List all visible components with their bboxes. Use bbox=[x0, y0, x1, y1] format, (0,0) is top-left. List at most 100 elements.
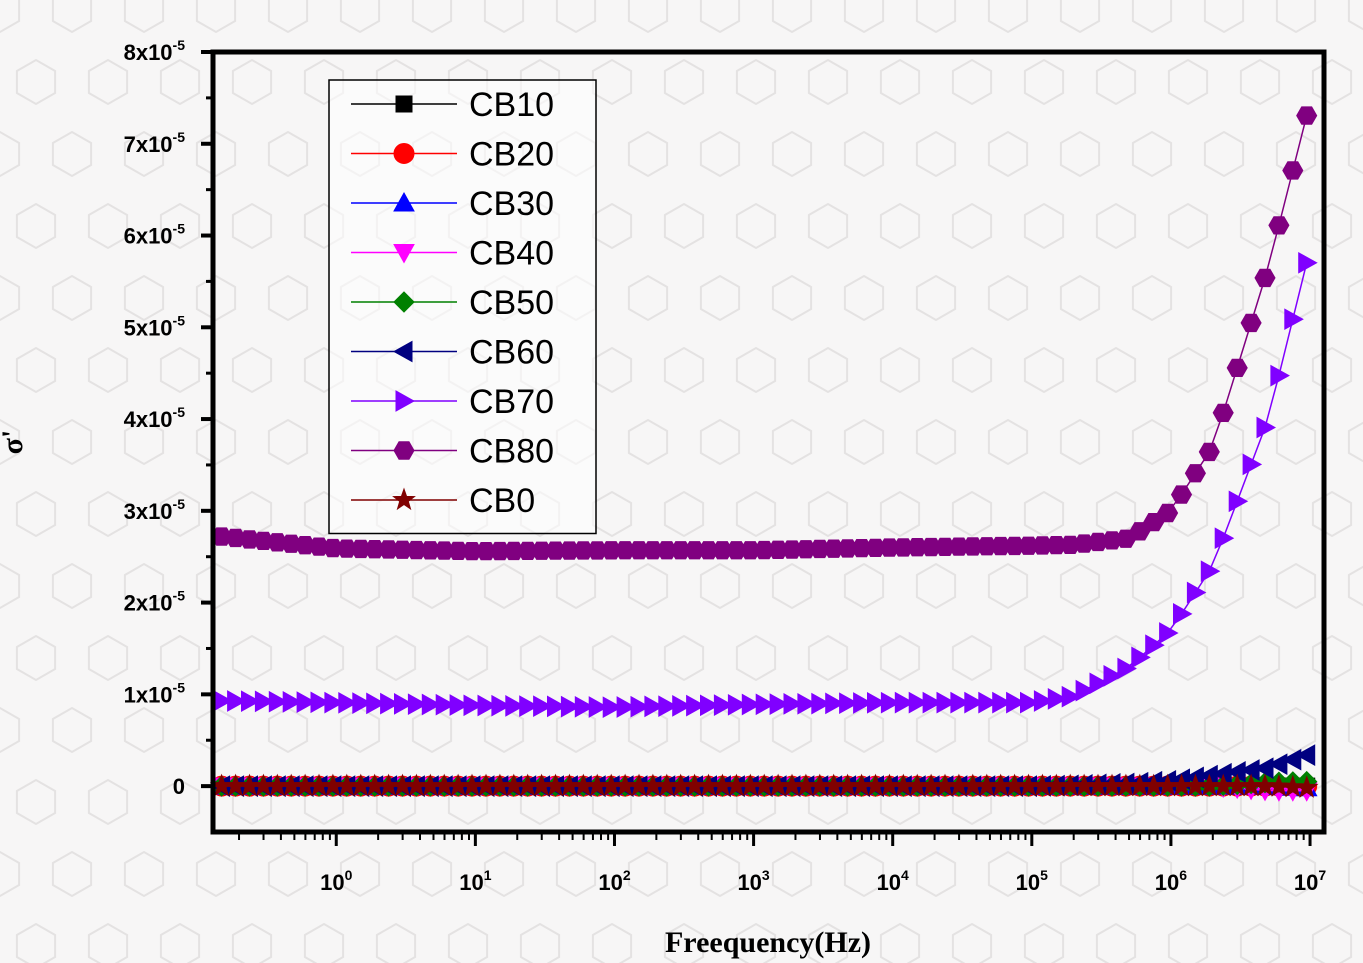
watermark-hex bbox=[1347, 0, 1363, 31]
legend-item-cb80: CB80 bbox=[351, 433, 554, 471]
watermark-hex bbox=[699, 418, 741, 466]
watermark-hex bbox=[1311, 778, 1353, 826]
data-point-cb70 bbox=[1047, 688, 1068, 710]
watermark-hex bbox=[1167, 634, 1209, 682]
watermark-hex bbox=[339, 706, 381, 754]
data-point-cb80 bbox=[600, 541, 622, 560]
watermark-hex bbox=[1095, 58, 1137, 106]
watermark-hex bbox=[267, 418, 309, 466]
data-point-cb70 bbox=[644, 695, 664, 718]
watermark-hex bbox=[87, 922, 129, 963]
watermark-hex bbox=[915, 706, 957, 754]
legend-marker bbox=[393, 291, 415, 313]
watermark-hex bbox=[1023, 346, 1065, 394]
data-point-cb80 bbox=[614, 541, 636, 560]
watermark-hex bbox=[1203, 850, 1245, 898]
watermark-hex bbox=[51, 0, 93, 34]
data-point-cb70 bbox=[1117, 657, 1137, 680]
watermark-hex bbox=[483, 0, 525, 34]
watermark-hex bbox=[1239, 922, 1281, 963]
watermark-hex bbox=[987, 274, 1029, 322]
watermark-hex bbox=[627, 0, 669, 34]
data-point-cb70 bbox=[547, 695, 567, 718]
watermark-hex bbox=[447, 634, 489, 682]
watermark-hex bbox=[195, 562, 237, 610]
x-tick-label: 106 bbox=[1155, 867, 1187, 895]
watermark-hex bbox=[375, 634, 417, 682]
data-point-cb80 bbox=[1045, 536, 1067, 555]
data-point-cb70 bbox=[588, 696, 609, 718]
data-point-cb70 bbox=[1103, 665, 1124, 687]
data-point-cb70 bbox=[700, 694, 720, 717]
data-point-cb70 bbox=[394, 693, 414, 715]
watermark-hex bbox=[879, 346, 921, 394]
watermark-hex bbox=[987, 130, 1029, 178]
legend-marker bbox=[393, 244, 415, 264]
y-tick-label: 7x10-5 bbox=[124, 129, 186, 157]
data-point-cb80 bbox=[1170, 485, 1193, 504]
series-cb80 bbox=[211, 106, 1318, 561]
watermark-hex bbox=[339, 562, 381, 610]
data-point-cb80 bbox=[1296, 106, 1318, 125]
series-cb0 bbox=[209, 773, 1319, 798]
watermark-hex bbox=[591, 490, 633, 538]
watermark-hex bbox=[1311, 490, 1353, 538]
data-point-cb70 bbox=[616, 696, 637, 718]
data-point-cb80 bbox=[1254, 268, 1276, 288]
data-point-cb80 bbox=[1240, 313, 1262, 333]
data-point-cb80 bbox=[656, 541, 678, 560]
watermark-hex bbox=[915, 418, 957, 466]
watermark-hex bbox=[1059, 274, 1101, 322]
watermark-hex bbox=[51, 706, 93, 754]
data-point-cb70 bbox=[950, 691, 970, 714]
watermark-hex bbox=[1095, 490, 1137, 538]
data-point-cb70 bbox=[407, 693, 428, 716]
watermark-hex bbox=[627, 418, 669, 466]
legend-marker bbox=[393, 191, 415, 212]
data-point-cb70 bbox=[936, 691, 957, 714]
watermark-hex bbox=[951, 202, 993, 250]
data-point-cb70 bbox=[435, 693, 456, 716]
watermark-hex bbox=[15, 922, 57, 963]
watermark-hex bbox=[303, 922, 345, 963]
y-tick-label: 3x10-5 bbox=[124, 496, 186, 524]
data-point-cb70 bbox=[1020, 691, 1040, 714]
watermark-hex bbox=[1311, 922, 1353, 963]
data-point-cb70 bbox=[630, 695, 651, 718]
y-axis-title: σ' bbox=[0, 430, 29, 455]
watermark-hex bbox=[1275, 706, 1317, 754]
data-point-cb80 bbox=[572, 541, 594, 560]
watermark-hex bbox=[1239, 202, 1281, 250]
data-point-cb80 bbox=[642, 541, 664, 560]
data-point-cb80 bbox=[934, 537, 956, 556]
watermark-hex bbox=[1239, 634, 1281, 682]
data-point-cb80 bbox=[336, 539, 358, 558]
watermark-hex bbox=[807, 202, 849, 250]
data-point-cb70 bbox=[310, 691, 331, 714]
watermark-hex bbox=[123, 274, 165, 322]
watermark-hex bbox=[15, 346, 57, 394]
watermark-hex bbox=[915, 562, 957, 610]
watermark-hex bbox=[807, 490, 849, 538]
watermark-hex bbox=[1131, 0, 1173, 34]
data-point-cb80 bbox=[948, 537, 970, 556]
legend-label: CB30 bbox=[469, 185, 554, 223]
watermark-hex bbox=[591, 922, 633, 963]
data-point-cb80 bbox=[795, 540, 817, 559]
data-point-cb70 bbox=[1298, 251, 1318, 274]
watermark-hex bbox=[987, 706, 1029, 754]
watermark-hex bbox=[0, 562, 21, 610]
watermark-hex bbox=[231, 922, 273, 963]
watermark-hex bbox=[843, 706, 885, 754]
data-point-cb80 bbox=[364, 540, 386, 559]
watermark-hex bbox=[807, 922, 849, 963]
watermark-hex bbox=[15, 490, 57, 538]
watermark-hex bbox=[1311, 202, 1353, 250]
watermark-hex bbox=[483, 850, 525, 898]
data-point-cb80 bbox=[697, 541, 720, 560]
watermark-hex bbox=[1311, 58, 1353, 106]
watermark-hex bbox=[663, 58, 705, 106]
watermark-hex bbox=[375, 922, 417, 963]
